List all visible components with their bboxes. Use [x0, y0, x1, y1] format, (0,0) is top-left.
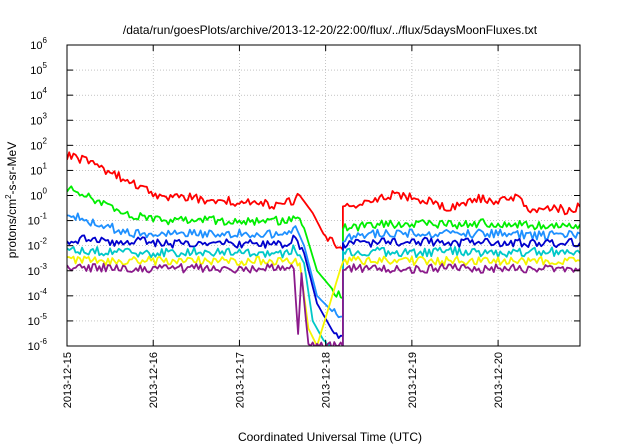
y-tick-label: 10-6	[28, 337, 48, 353]
x-tick-label: 2013-12-16	[148, 352, 160, 408]
series-line	[67, 212, 580, 319]
series-line	[67, 185, 580, 300]
grid	[67, 45, 580, 346]
y-tick-label: 10-4	[28, 287, 48, 303]
series-line	[67, 262, 580, 346]
plot-frame	[66, 44, 581, 347]
y-tick-label: 10-3	[28, 262, 48, 278]
series-layer	[67, 151, 580, 346]
y-tick-label: 10-5	[28, 312, 48, 328]
x-tick-label: 2013-12-18	[321, 352, 333, 408]
y-tick-label: 101	[30, 161, 47, 177]
axes: 106 105 104 103 102 101 100 10-1 10-2 10-3 10-4 10-…	[28, 36, 580, 408]
series-line	[67, 244, 580, 346]
series-line	[67, 234, 580, 340]
y-tick-label: 106	[30, 36, 47, 52]
chart-title: /data/run/goesPlots/archive/2013-12-20/2…	[123, 23, 538, 37]
y-tick-label: 104	[30, 86, 47, 102]
y-tick-label: 10-2	[28, 237, 48, 253]
x-axis-label: Coordinated Universal Time (UTC)	[238, 430, 422, 444]
y-tick-label: 102	[30, 136, 47, 152]
y-axis-label-base: protons/cm	[5, 199, 19, 258]
series-line	[67, 151, 580, 251]
y-axis-label: protons/cm2-s-sr-MeV	[4, 142, 19, 258]
y-tick-label: 103	[30, 111, 47, 127]
series-line	[67, 255, 580, 346]
x-tick-label: 2013-12-15	[62, 352, 74, 408]
y-tick-label: 100	[30, 187, 47, 203]
y-tick-label: 10-1	[28, 212, 48, 228]
y-tick-label: 105	[30, 61, 47, 77]
y-axis-label-rest: -s-sr-MeV	[5, 142, 19, 195]
x-tick-label: 2013-12-20	[493, 352, 505, 408]
y-axis-label-exp: 2	[4, 194, 13, 199]
x-tick-label: 2013-12-19	[407, 352, 419, 408]
x-tick-label: 2013-12-17	[234, 352, 246, 408]
